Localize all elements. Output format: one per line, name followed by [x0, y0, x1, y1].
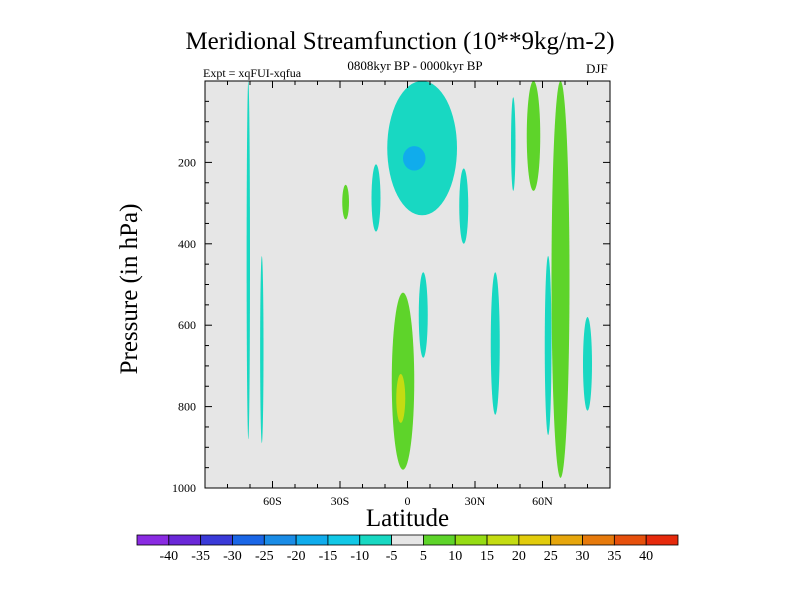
colorbar-swatch	[327, 534, 361, 546]
x-tick-label: 30N	[465, 494, 486, 508]
x-tick-label: 60S	[263, 494, 282, 508]
x-axis-label: Latitude	[365, 505, 450, 532]
colorbar-label: -15	[319, 549, 338, 564]
y-tick-label: 800	[178, 400, 196, 414]
positive-core-lower-eq	[396, 374, 406, 423]
colorbar-swatch	[645, 534, 679, 546]
colorbar-label: -30	[223, 549, 242, 564]
negative-anomaly-62s	[260, 256, 264, 444]
negative-anomaly-8n	[418, 272, 428, 358]
negative-anomaly-upper-eq	[387, 81, 457, 216]
negative-anomaly-80n	[583, 317, 592, 411]
colorbar-swatch	[359, 534, 392, 546]
colorbar-swatch	[582, 534, 615, 546]
x-axis: 60S 30S 0 30N 60N	[227, 81, 588, 508]
positive-anomaly-56n	[526, 81, 541, 191]
colorbar-label: 30	[576, 549, 590, 564]
strong-negative-upper-eq	[403, 146, 426, 171]
colorbar-swatch	[391, 534, 424, 546]
colorbar-swatch	[232, 534, 265, 546]
y-tick-label: 400	[178, 237, 196, 251]
colorbar-swatch	[454, 534, 488, 546]
colorbar-label: -20	[287, 549, 306, 564]
colorbar-label: 25	[544, 549, 558, 564]
colorbar-swatch	[263, 534, 297, 546]
negative-anomaly-23n	[459, 168, 469, 244]
negative-anomaly-15s	[371, 164, 381, 232]
colorbar-label: 35	[607, 549, 621, 564]
colorbar-label: -25	[255, 549, 274, 564]
colorbar-label: -5	[386, 549, 398, 564]
colorbar-swatch	[518, 534, 552, 546]
y-tick-label: 200	[178, 155, 196, 169]
contour-regions	[246, 81, 592, 478]
colorbar-swatch	[295, 534, 329, 546]
experiment-label: Expt = xqFUI-xqfua	[203, 66, 302, 80]
colorbar-label: 5	[420, 549, 427, 564]
season-label: DJF	[586, 61, 608, 76]
negative-anomaly-47n	[511, 97, 516, 191]
negative-anomaly-65s	[246, 81, 250, 440]
colorbar-label: 40	[639, 549, 653, 564]
colorbar-label: -35	[191, 549, 210, 564]
colorbar-label: -10	[350, 549, 369, 564]
positive-anomaly-68n	[551, 81, 570, 478]
y-tick-label: 1000	[172, 481, 196, 495]
colorbar: -40 -35 -30 -25 -20 -15 -10 -5 5 10 15 20 25 30 35 40	[136, 534, 679, 564]
colorbar-label: 10	[448, 549, 462, 564]
colorbar-swatch	[613, 534, 647, 546]
colorbar-label: -40	[159, 549, 178, 564]
positive-anomaly-27s	[342, 184, 349, 220]
time-range-subtitle: 0808kyr BP - 0000kyr BP	[347, 58, 483, 73]
y-tick-label: 600	[178, 318, 196, 332]
colorbar-swatch	[136, 534, 170, 546]
y-axis: 200 400 600 800 1000	[172, 100, 610, 495]
x-tick-label: 30S	[331, 494, 350, 508]
x-tick-label: 60N	[532, 494, 553, 508]
colorbar-swatch	[423, 534, 456, 546]
negative-anomaly-62n	[544, 256, 552, 436]
chart-title: Meridional Streamfunction (10**9kg/m-2)	[185, 28, 615, 55]
colorbar-label: 15	[480, 549, 494, 564]
colorbar-swatch	[550, 534, 583, 546]
colorbar-swatch	[486, 534, 520, 546]
negative-anomaly-38n	[490, 272, 500, 415]
colorbar-swatch	[200, 534, 233, 546]
x-tick-label: 0	[405, 494, 411, 508]
colorbar-swatch	[168, 534, 202, 546]
colorbar-label: 20	[512, 549, 526, 564]
